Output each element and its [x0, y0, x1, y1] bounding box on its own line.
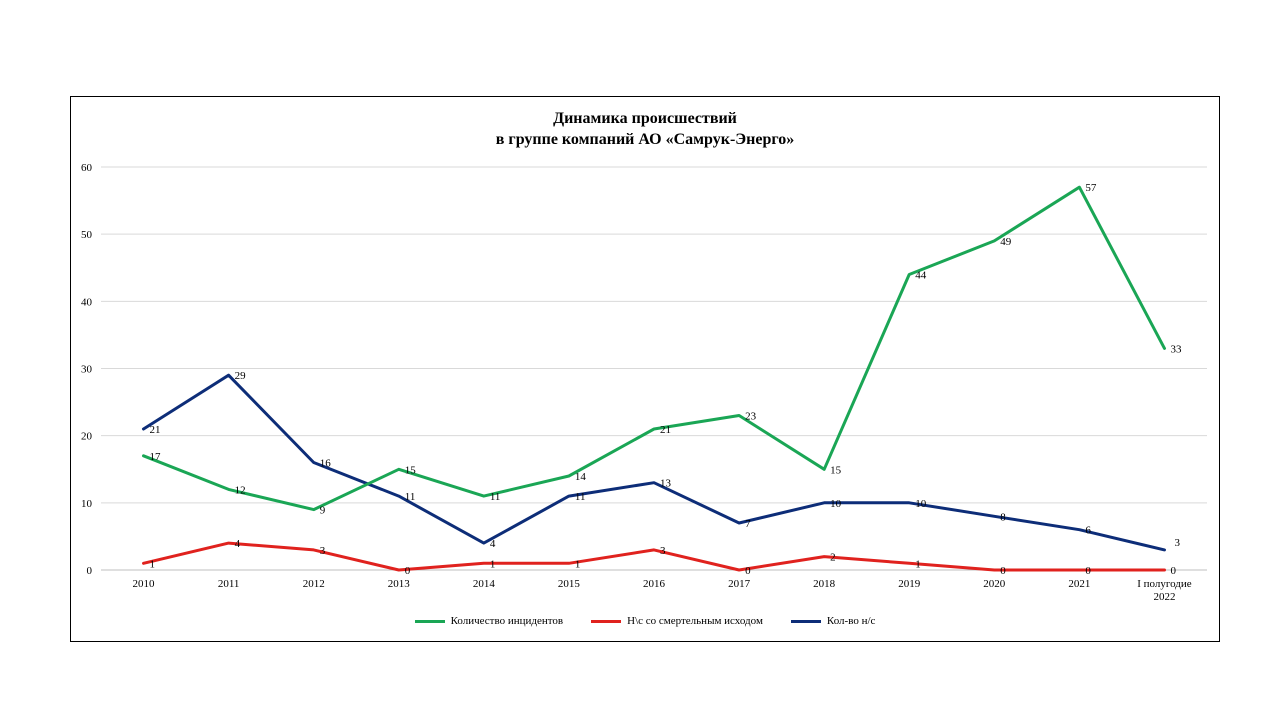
data-label: 11: [405, 491, 416, 503]
data-label: 1: [490, 558, 496, 570]
data-label: 0: [1000, 565, 1006, 577]
chart-legend: Количество инцидентов Н\с со смертельным…: [0, 615, 1280, 627]
y-tick-label: 20: [81, 431, 93, 443]
y-tick-label: 10: [81, 498, 93, 510]
data-label: 10: [830, 498, 842, 510]
data-label: 33: [1170, 343, 1182, 355]
y-tick-label: 60: [81, 162, 93, 174]
data-label: 29: [235, 370, 247, 382]
x-tick-label: 2018: [813, 578, 836, 590]
data-label: 44: [915, 269, 927, 281]
x-tick-label: 2021: [1068, 578, 1090, 590]
data-label: 16: [320, 458, 332, 470]
legend-item-incidents: Количество инцидентов: [414, 615, 564, 627]
series-line-0: [142, 185, 1166, 512]
series-line-2: [142, 373, 1166, 552]
legend-swatch-fatal: [591, 619, 622, 623]
chart-subtitle: в группе компаний АО «Самрук-Энерго»: [495, 131, 795, 148]
chart-title-block: Динамика происшествий в группе компаний …: [0, 108, 1280, 150]
data-label: 23: [745, 411, 757, 423]
x-tick-label: 2013: [388, 578, 411, 590]
data-label: 14: [575, 471, 587, 483]
legend-item-accidents: Кол-во н/с: [790, 615, 876, 627]
legend-label-accidents: Кол-во н/с: [826, 615, 876, 627]
y-tick-label: 50: [81, 229, 93, 241]
x-tick-label: 2011: [218, 578, 240, 590]
data-label: 3: [660, 545, 666, 557]
data-label: 11: [490, 491, 501, 503]
x-tick-label: 2010: [133, 578, 156, 590]
x-tick-label: I полугодие: [1137, 578, 1192, 590]
x-tick-label: 2015: [558, 578, 581, 590]
data-label: 15: [405, 464, 417, 476]
data-label: 1: [150, 558, 156, 570]
data-label: 21: [150, 424, 161, 436]
data-label: 9: [320, 505, 326, 517]
data-label: 10: [915, 498, 927, 510]
data-label: 4: [490, 538, 496, 550]
x-tick-label: 2017: [728, 578, 751, 590]
y-tick-label: 0: [87, 565, 93, 577]
data-label: 0: [405, 565, 411, 577]
legend-item-fatal: Н\с со смертельным исходом: [591, 615, 763, 627]
x-tick-label: 2020: [983, 578, 1006, 590]
data-label: 11: [575, 491, 586, 503]
data-label: 1: [915, 558, 921, 570]
x-tick-label: 2014: [473, 578, 496, 590]
x-tick-label: 2016: [643, 578, 666, 590]
chart-title: Динамика происшествий: [553, 110, 737, 127]
legend-swatch-accidents: [790, 619, 821, 623]
data-label: 12: [235, 484, 246, 496]
data-label: 21: [660, 424, 671, 436]
data-label: 7: [745, 518, 751, 530]
data-label: 17: [150, 451, 162, 463]
legend-label-fatal: Н\с со смертельным исходом: [627, 615, 763, 627]
y-tick-label: 30: [81, 364, 93, 376]
data-label: 13: [660, 478, 672, 490]
data-label: 0: [745, 565, 751, 577]
data-label: 57: [1085, 182, 1097, 194]
series-line-1: [142, 541, 1166, 572]
data-label: 6: [1085, 525, 1091, 537]
legend-swatch-incidents: [414, 619, 445, 623]
data-label: 3: [1174, 537, 1180, 549]
x-tick-label: 2019: [898, 578, 921, 590]
data-label: 3: [320, 545, 326, 557]
data-label: 15: [830, 464, 842, 476]
data-label: 49: [1000, 236, 1012, 248]
data-label: 2: [830, 552, 836, 564]
data-label: 1: [575, 558, 581, 570]
data-label: 8: [1000, 511, 1006, 523]
legend-label-incidents: Количество инцидентов: [450, 615, 564, 627]
x-tick-label: 2022: [1153, 591, 1175, 603]
data-label: 4: [235, 538, 241, 550]
x-tick-label: 2012: [303, 578, 325, 590]
data-label: 0: [1170, 565, 1176, 577]
data-label: 0: [1085, 565, 1091, 577]
y-tick-label: 40: [81, 296, 93, 308]
